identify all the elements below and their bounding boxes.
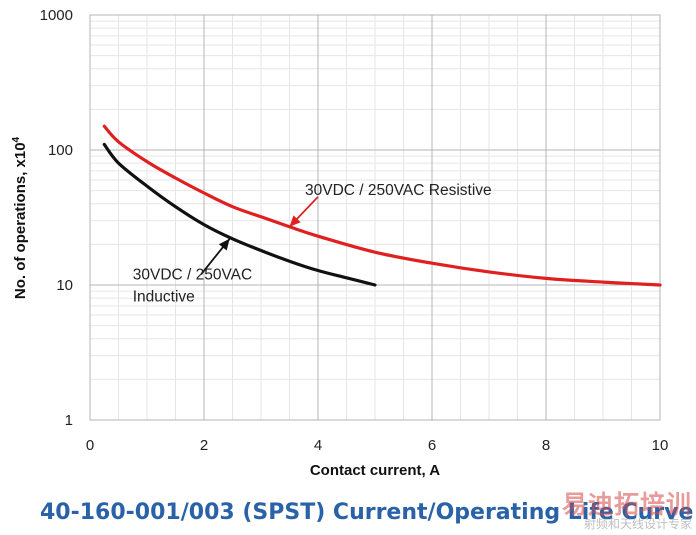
annotation-arrow-head: [218, 238, 230, 251]
annotation-label-resistive: 30VDC / 250VAC Resistive: [305, 182, 492, 199]
x-tick-label: 4: [314, 437, 322, 454]
series-line-resistive: [102, 124, 662, 287]
x-tick-label: 10: [652, 437, 669, 454]
tick-labels: 0 2 4 6 8 10 1 10 100 1000: [40, 7, 669, 454]
x-tick-label: 8: [542, 437, 550, 454]
series-group: [102, 124, 662, 287]
y-axis-title-text: No. of operations, x10: [12, 142, 29, 299]
watermark: 易迪拓培训 射频和天线设计专家: [562, 492, 692, 531]
x-tick-label: 2: [200, 437, 208, 454]
x-tick-label: 6: [428, 437, 436, 454]
y-axis-title-exponent: 4: [11, 136, 22, 142]
annotation-label-inductive: 30VDC / 250VAC: [133, 266, 252, 283]
grid: [89, 14, 661, 421]
watermark-tagline: 射频和天线设计专家: [583, 516, 692, 531]
chart-svg: 0 2 4 6 8 10 1 10 100 1000 30VDC / 250VAC Resisti…: [11, 7, 669, 479]
y-axis-title: No. of operations, x104: [11, 136, 29, 299]
chart-title: 40-160-001/003 (SPST) Current/Operating …: [40, 500, 694, 525]
plot-frame: [89, 14, 661, 421]
y-tick-label: 10: [56, 277, 73, 294]
annotation-label-inductive: Inductive: [133, 288, 195, 305]
watermark-logo-text: 易迪拓培训: [561, 489, 692, 519]
x-tick-label: 0: [86, 437, 94, 454]
y-tick-label: 100: [48, 142, 73, 159]
annotations: 30VDC / 250VAC Resistive 30VDC / 250VAC In…: [133, 182, 492, 306]
annotation-arrow-head: [289, 215, 301, 227]
y-tick-label: 1000: [40, 7, 73, 24]
series-line-inductive: [102, 142, 377, 287]
y-tick-label: 1: [65, 412, 73, 429]
x-axis-title: Contact current, A: [310, 462, 440, 479]
